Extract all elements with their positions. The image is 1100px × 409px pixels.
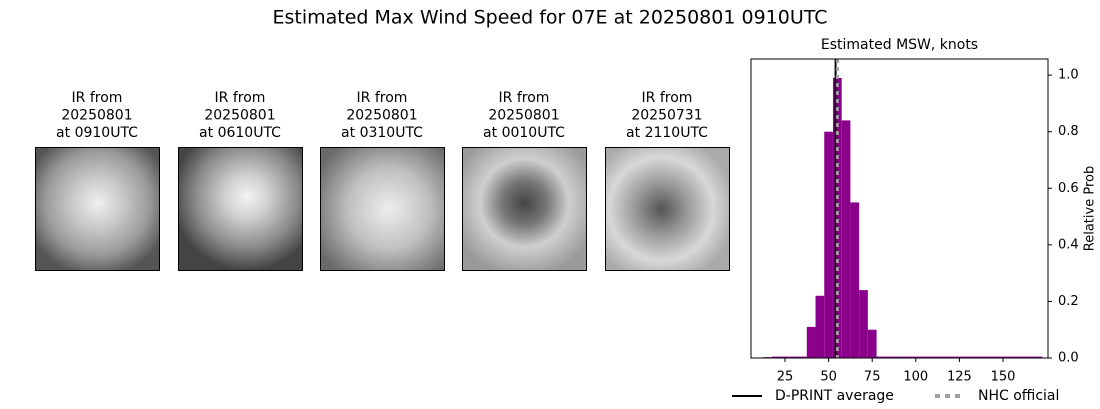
panel-title: IR from <box>499 90 550 106</box>
bar <box>911 356 921 358</box>
bar <box>902 356 912 358</box>
y-tick-label: 0.4 <box>1058 237 1079 252</box>
panel-title: IR from <box>642 90 693 106</box>
panel-title: 20250801 <box>346 108 417 124</box>
bar <box>1024 356 1034 358</box>
bar <box>920 356 929 358</box>
bar <box>806 326 816 358</box>
bar <box>824 131 833 358</box>
bar <box>815 295 825 358</box>
bar <box>859 290 868 358</box>
bar <box>998 356 1008 358</box>
panel-title: 20250731 <box>631 108 702 124</box>
panel-title: at 0310UTC <box>341 125 423 141</box>
bar <box>789 356 799 358</box>
bar <box>894 356 903 358</box>
x-tick-label: 75 <box>864 370 881 385</box>
x-tick-label: 50 <box>820 370 837 385</box>
legend-label: D-PRINT average <box>775 388 894 404</box>
bar <box>780 356 790 358</box>
panel-title: IR from <box>357 90 408 106</box>
bar <box>850 202 860 358</box>
bar <box>963 356 973 358</box>
x-tick-label: 125 <box>947 370 972 385</box>
plot-frame <box>750 58 1049 359</box>
panel-title: 20250801 <box>488 108 559 124</box>
ir-image <box>320 147 445 271</box>
ir-image <box>462 147 587 271</box>
ir-image <box>35 147 160 271</box>
panel-title: IR from <box>215 90 266 106</box>
bar <box>955 356 964 358</box>
legend-label: NHC official <box>978 388 1059 404</box>
y-axis-label: Relative Prob <box>1083 166 1098 251</box>
panel-title: IR from <box>72 90 123 106</box>
bar <box>798 356 807 358</box>
ir-image <box>605 147 730 271</box>
ir-image <box>178 147 303 271</box>
panel-title: at 0010UTC <box>483 125 565 141</box>
bar <box>928 356 938 358</box>
bar <box>832 77 842 358</box>
bar <box>1033 356 1043 358</box>
y-tick-label: 0.0 <box>1058 351 1079 366</box>
bar <box>841 120 851 358</box>
bar <box>989 356 999 358</box>
x-tick-label: 150 <box>991 370 1016 385</box>
chart-title: Estimated MSW, knots <box>821 37 978 53</box>
bar <box>876 356 886 358</box>
bar <box>981 356 990 358</box>
panel-title: at 0610UTC <box>199 125 281 141</box>
y-tick-label: 0.6 <box>1058 181 1079 196</box>
bar <box>946 356 956 358</box>
panel-title: at 2110UTC <box>626 125 708 141</box>
panel-title: at 0910UTC <box>56 125 138 141</box>
bar <box>771 356 781 358</box>
bar <box>1007 356 1017 358</box>
panel-title: 20250801 <box>204 108 275 124</box>
y-tick-label: 0.2 <box>1058 294 1079 309</box>
panel-title: 20250801 <box>61 108 132 124</box>
bar <box>1016 356 1025 358</box>
y-tick-label: 0.8 <box>1058 124 1079 139</box>
x-tick-label: 25 <box>777 370 794 385</box>
ir-images <box>35 147 730 271</box>
bar <box>972 356 982 358</box>
x-tick-label: 100 <box>903 370 928 385</box>
page-title: Estimated Max Wind Speed for 07E at 2025… <box>272 7 827 29</box>
bar <box>885 356 895 358</box>
bar <box>937 356 947 358</box>
bar <box>867 329 877 358</box>
y-tick-label: 1.0 <box>1058 68 1079 83</box>
